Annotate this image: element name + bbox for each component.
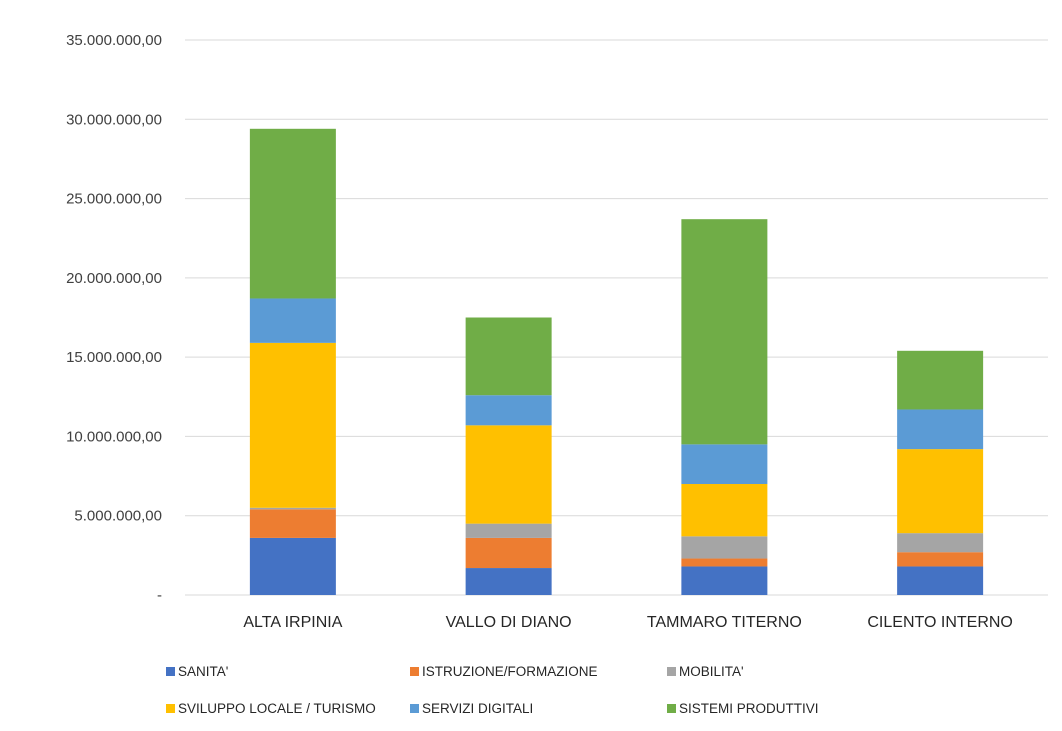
x-category-label: ALTA IRPINIA (243, 614, 342, 631)
legend-label: SISTEMI PRODUTTIVI (679, 701, 819, 716)
legend-label: SVILUPPO LOCALE / TURISMO (178, 701, 376, 716)
bar-segment (249, 507, 336, 510)
bar-segment (249, 537, 336, 595)
bar-segment (897, 533, 984, 553)
bar-segment (897, 566, 984, 595)
bars (249, 128, 984, 595)
legend-item: SERVIZI DIGITALI (410, 701, 533, 716)
y-tick-label: 35.000.000,00 (66, 32, 162, 49)
bar-segment (249, 298, 336, 343)
legend: SANITA' ISTRUZIONE/FORMAZIONE MOBILITA' SVI… (166, 664, 819, 716)
y-tick-label: 20.000.000,00 (66, 270, 162, 287)
bar-segment (897, 350, 984, 410)
bar-segment (897, 552, 984, 567)
legend-label: SERVIZI DIGITALI (422, 701, 533, 716)
bar-segment (249, 342, 336, 508)
y-axis-tick-labels: - 5.000.000,00 10.000.000,00 15.000.000,00 2… (66, 32, 162, 604)
bar-segment (681, 558, 768, 567)
y-tick-label: 30.000.000,00 (66, 111, 162, 128)
legend-label: SANITA' (178, 664, 228, 679)
legend-item: MOBILITA' (667, 664, 744, 679)
bar-segment (897, 449, 984, 534)
bar-segment (465, 317, 552, 396)
bar-segment (465, 568, 552, 595)
bar-segment (681, 484, 768, 537)
y-tick-label: 5.000.000,00 (74, 508, 162, 525)
legend-item: SANITA' (166, 664, 228, 679)
legend-label: MOBILITA' (679, 664, 744, 679)
legend-swatch (410, 667, 419, 676)
legend-item: ISTRUZIONE/FORMAZIONE (410, 664, 598, 679)
bar-segment (465, 395, 552, 426)
bar-segment (681, 444, 768, 484)
legend-swatch (410, 704, 419, 713)
bar-segment (249, 128, 336, 299)
legend-swatch (166, 667, 175, 676)
y-tick-label: 15.000.000,00 (66, 349, 162, 366)
legend-swatch (667, 704, 676, 713)
x-category-label: TAMMARO TITERNO (647, 614, 802, 631)
bar-segment (897, 409, 984, 450)
bar-segment (681, 219, 768, 445)
legend-item: SVILUPPO LOCALE / TURISMO (166, 701, 376, 716)
bar-segment (681, 566, 768, 595)
bar-segment (681, 536, 768, 559)
y-tick-label: 10.000.000,00 (66, 428, 162, 445)
bar-segment (465, 537, 552, 569)
x-category-label: CILENTO INTERNO (867, 614, 1013, 631)
legend-swatch (166, 704, 175, 713)
legend-label: ISTRUZIONE/FORMAZIONE (422, 664, 598, 679)
x-axis-category-labels: ALTA IRPINIA VALLO DI DIANO TAMMARO TITERN… (243, 614, 1013, 631)
legend-item: SISTEMI PRODUTTIVI (667, 701, 819, 716)
y-tick-label: 25.000.000,00 (66, 191, 162, 208)
legend-swatch (667, 667, 676, 676)
bar-segment (465, 523, 552, 538)
x-category-label: VALLO DI DIANO (446, 614, 572, 631)
y-tick-label: - (157, 587, 162, 604)
bar-segment (465, 425, 552, 524)
bar-segment (249, 509, 336, 538)
